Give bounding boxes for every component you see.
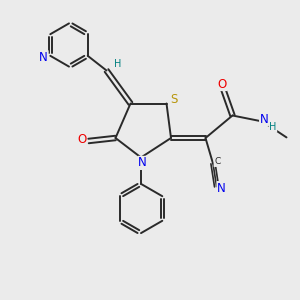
Text: O: O (77, 133, 86, 146)
Text: N: N (217, 182, 226, 195)
Text: N: N (138, 156, 147, 170)
Text: S: S (170, 93, 178, 106)
Text: N: N (260, 112, 268, 126)
Text: H: H (269, 122, 277, 132)
Text: H: H (114, 59, 122, 70)
Text: C: C (214, 158, 220, 166)
Text: O: O (218, 77, 226, 91)
Text: N: N (39, 51, 48, 64)
